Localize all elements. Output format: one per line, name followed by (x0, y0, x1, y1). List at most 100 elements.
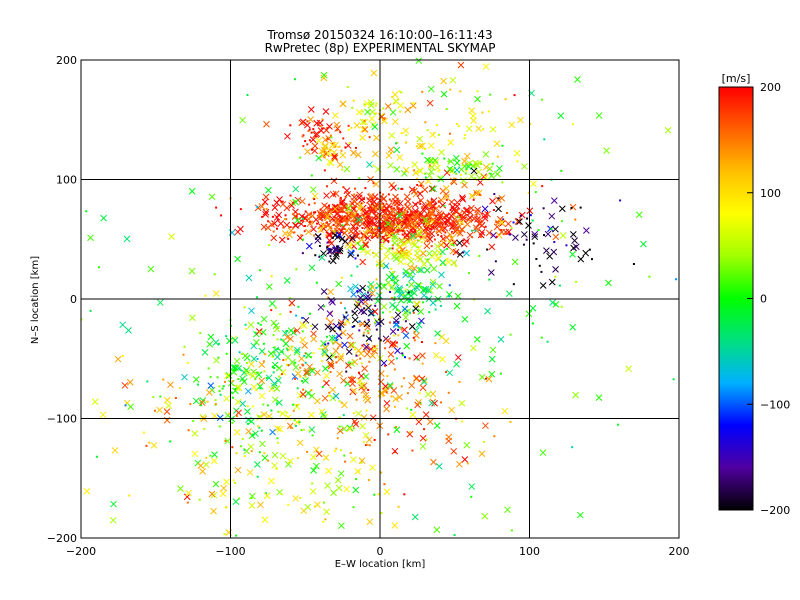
data-point-cross (304, 148, 311, 155)
data-point-cross (276, 399, 283, 406)
data-point-cross (259, 329, 267, 336)
data-point-cross (453, 225, 461, 233)
data-point-cross (292, 222, 300, 229)
data-point-cross (517, 116, 524, 124)
data-point-dot (306, 450, 309, 453)
data-point-cross (394, 347, 401, 355)
data-point-dot (525, 238, 528, 241)
data-point-dot (204, 294, 207, 297)
data-point-dot (304, 352, 307, 355)
data-point-cross (322, 454, 330, 461)
data-point-dot (292, 201, 295, 204)
data-point-dot (388, 198, 391, 201)
data-point-cross (383, 405, 390, 413)
data-point-cross (440, 77, 447, 85)
data-point-cross (299, 391, 307, 398)
data-point-cross (212, 480, 220, 488)
data-point-cross (87, 234, 94, 242)
data-point-cross (366, 161, 373, 168)
data-point-cross (595, 112, 603, 119)
data-point-dot (282, 359, 285, 362)
data-point-dot (321, 386, 324, 389)
data-point-dot (449, 88, 452, 91)
data-point-dot (326, 241, 329, 244)
data-point-dot (350, 375, 353, 378)
data-point-cross (371, 308, 379, 315)
data-point-dot (391, 247, 394, 250)
data-point-cross (635, 211, 643, 219)
data-point-dot (672, 378, 675, 381)
data-point-cross (410, 239, 417, 246)
data-point-dot (232, 479, 235, 482)
data-point-cross (387, 162, 394, 169)
data-point-cross (250, 342, 258, 350)
data-point-cross (521, 163, 528, 170)
data-point-cross (314, 369, 321, 376)
data-point-dot (442, 261, 445, 264)
data-point-cross (275, 364, 283, 372)
data-point-cross (212, 290, 220, 297)
data-point-cross (436, 282, 443, 290)
y-tick-label: 100 (56, 174, 77, 187)
data-point-dot (359, 357, 362, 360)
data-point-dot (418, 418, 421, 421)
data-point-cross (192, 397, 200, 405)
data-point-cross (475, 125, 483, 132)
data-point-dot (362, 214, 365, 217)
data-point-cross (427, 142, 435, 150)
data-point-cross (265, 186, 272, 194)
data-point-cross (408, 323, 416, 330)
data-point-cross (460, 177, 467, 185)
data-point-dot (483, 440, 486, 443)
data-point-dot (301, 135, 304, 138)
data-point-dot (334, 220, 337, 223)
data-point-cross (198, 399, 206, 406)
data-point-cross (423, 236, 431, 244)
data-point-dot (408, 357, 411, 360)
data-point-cross (310, 330, 317, 338)
data-point-cross (498, 219, 506, 226)
data-point-cross (488, 370, 496, 378)
data-point-cross (334, 217, 342, 225)
data-point-cross (409, 232, 417, 240)
data-point-cross (191, 450, 199, 458)
data-point-dot (461, 420, 464, 423)
data-point-cross (344, 362, 352, 369)
data-point-dot (338, 145, 341, 148)
data-point-dot (469, 220, 472, 223)
data-point-cross (488, 172, 495, 180)
data-point-dot (579, 206, 582, 209)
data-point-cross (258, 377, 266, 385)
data-point-dot (464, 172, 467, 175)
data-point-dot (381, 235, 384, 238)
data-point-cross (408, 382, 416, 389)
data-point-dot (381, 118, 384, 121)
data-point-cross (322, 365, 329, 372)
data-point-dot (262, 360, 265, 363)
data-point-dot (303, 354, 306, 357)
data-point-cross (216, 414, 224, 422)
data-point-dot (401, 233, 404, 236)
data-point-dot (310, 131, 313, 134)
data-point-cross (474, 161, 481, 169)
data-point-dot (356, 213, 359, 216)
data-point-cross (403, 342, 411, 350)
data-point-cross (392, 395, 400, 403)
data-point-dot (217, 342, 220, 345)
data-point-cross (576, 511, 584, 519)
data-point-dot (265, 207, 268, 210)
data-point-dot (289, 124, 292, 127)
data-point-cross (429, 299, 437, 307)
data-point-dot (286, 348, 289, 351)
data-point-cross (356, 377, 364, 385)
data-point-dot (395, 142, 398, 145)
data-point-cross (485, 375, 493, 383)
data-point-cross (370, 121, 377, 129)
data-point-dot (203, 427, 206, 430)
data-point-cross (582, 249, 590, 257)
data-point-dot (381, 236, 384, 239)
data-point-dot (360, 202, 363, 205)
data-point-cross (459, 195, 467, 203)
data-point-dot (617, 423, 620, 426)
data-point-dot (397, 187, 400, 190)
